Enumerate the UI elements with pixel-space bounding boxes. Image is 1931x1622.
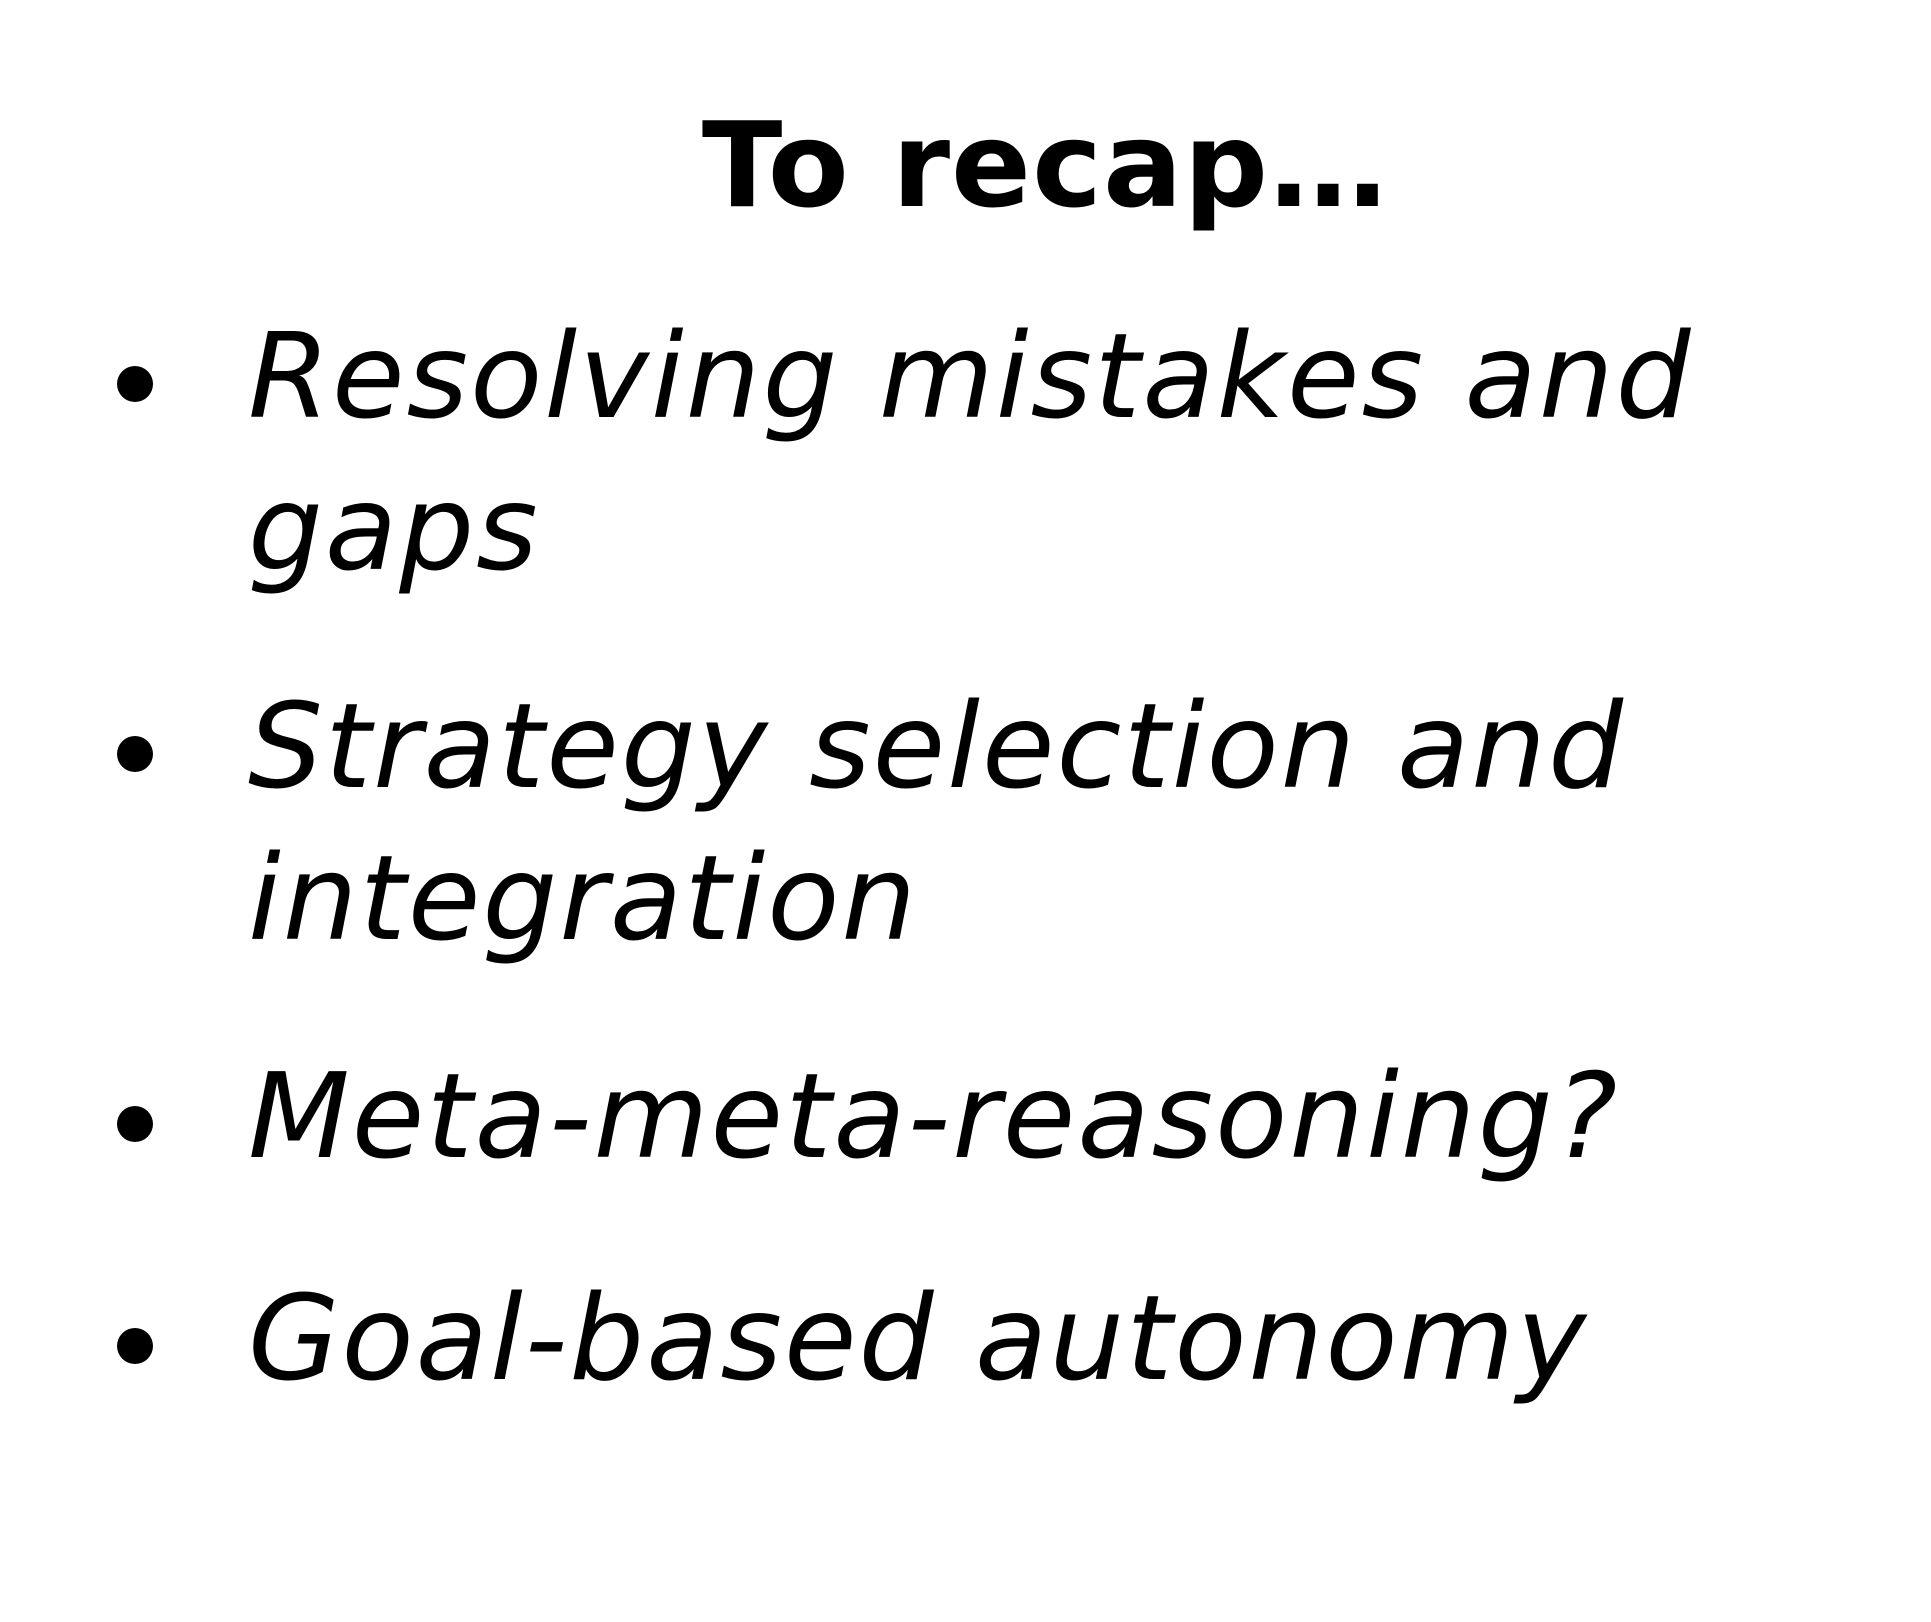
bullet-dot-icon [117,1106,153,1142]
bullet-text: Meta-meta-reasoning? [248,1047,1620,1185]
bullet-text: Goal-based autonomy [248,1269,1589,1407]
slide-title: To recap… [701,96,1389,234]
bullet-dot-icon [117,366,153,402]
bullet-dot-icon [117,1328,153,1364]
bullet-text: Strategy selection and integration [248,677,1625,967]
bullet-text: Resolving mistakes and gaps [248,307,1693,597]
bullet-dot-icon [117,736,153,772]
